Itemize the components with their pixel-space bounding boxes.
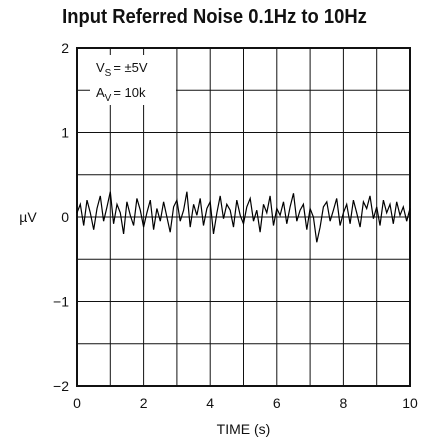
- y-axis-label: µV: [19, 209, 37, 225]
- y-tick-label: 1: [61, 125, 69, 141]
- supply-voltage-label: VS = ±5V: [96, 60, 148, 79]
- x-tick-label: 6: [273, 395, 281, 411]
- y-tick-label: 0: [61, 209, 69, 225]
- conditions-annotation: VS = ±5V AV = 10k: [90, 55, 176, 105]
- x-tick-label: 2: [140, 395, 148, 411]
- x-axis-label: TIME (s): [217, 421, 271, 437]
- y-tick-label: 2: [61, 40, 69, 56]
- chart-title: Input Referred Noise 0.1Hz to 10Hz: [62, 6, 367, 28]
- grid: [77, 48, 410, 386]
- x-tick-label: 10: [402, 395, 418, 411]
- y-tick-label: −1: [53, 294, 69, 310]
- noise-trace: [76, 191, 411, 243]
- plot-frame: [76, 47, 411, 387]
- x-tick-label: 0: [73, 395, 81, 411]
- x-tick-label: 4: [206, 395, 214, 411]
- x-tick-label: 8: [340, 395, 348, 411]
- gain-label: AV = 10k: [96, 85, 146, 104]
- y-tick-label: −2: [53, 378, 69, 394]
- x-tick-labels: 0 2 4 6 8 10: [73, 395, 418, 411]
- y-tick-labels: −2 −1 0 1 2: [53, 40, 69, 394]
